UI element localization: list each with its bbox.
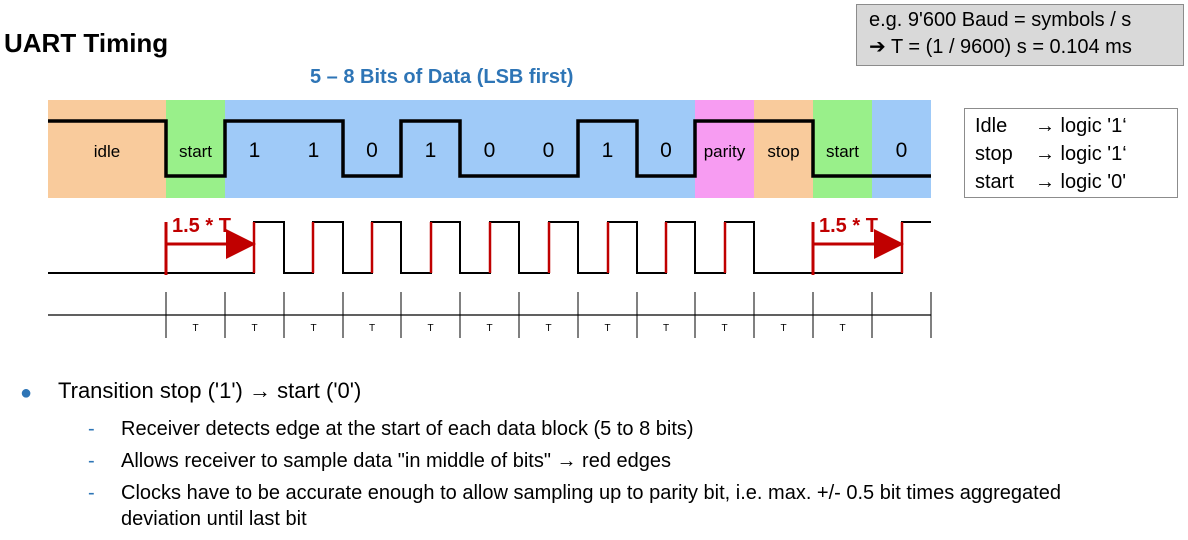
dash-icon: - bbox=[88, 482, 95, 504]
legend-row-idle: Idle → logic '1‘ bbox=[975, 112, 1177, 140]
segment-label-3: 1 bbox=[308, 139, 320, 162]
period-label-7: T bbox=[604, 323, 610, 334]
period-label-1: T bbox=[251, 323, 257, 334]
segment-label-2: 1 bbox=[249, 139, 261, 162]
legend-value: → logic '1‘ bbox=[1035, 115, 1127, 137]
segment-label-13: 0 bbox=[896, 139, 908, 162]
period-label-2: T bbox=[310, 323, 316, 334]
dash-icon: - bbox=[88, 450, 95, 472]
segment-4 bbox=[343, 100, 401, 198]
logic-level-legend: Idle → logic '1‘ stop → logic '1‘ start … bbox=[964, 108, 1178, 198]
segment-8 bbox=[578, 100, 637, 198]
segment-label-0: idle bbox=[94, 142, 120, 161]
dash-icon: - bbox=[88, 418, 95, 440]
segment-7 bbox=[519, 100, 578, 198]
period-label-5: T bbox=[486, 323, 492, 334]
legend-row-stop: stop → logic '1‘ bbox=[975, 140, 1177, 168]
segment-label-1: start bbox=[179, 142, 212, 161]
sample-offset-arrows: 1.5 * T 1.5 * T bbox=[164, 215, 904, 275]
segment-0 bbox=[48, 100, 166, 198]
segment-1 bbox=[166, 100, 225, 198]
sub-bullet-text: Clocks have to be accurate enough to all… bbox=[121, 482, 1061, 530]
segment-label-6: 0 bbox=[484, 139, 496, 162]
data-bits-heading: 5 – 8 Bits of Data (LSB first) bbox=[310, 66, 574, 88]
segment-label-10: parity bbox=[704, 142, 746, 161]
offset-label-1: 1.5 * T bbox=[819, 215, 878, 237]
legend-term: stop bbox=[975, 143, 1013, 165]
period-label-10: T bbox=[780, 323, 786, 334]
segment-label-8: 1 bbox=[602, 139, 614, 162]
offset-label-0: 1.5 * T bbox=[172, 215, 231, 237]
period-label-4: T bbox=[427, 323, 433, 334]
segment-label-12: start bbox=[826, 142, 859, 161]
segment-label-9: 0 bbox=[660, 139, 672, 162]
baud-info-line-2: ➔ T = (1 / 9600) s = 0.104 ms bbox=[869, 36, 1132, 58]
segment-5 bbox=[401, 100, 460, 198]
segment-label-4: 0 bbox=[366, 139, 378, 162]
baud-info-box: e.g. 9'600 Baud = symbols / s ➔ T = (1 /… bbox=[856, 4, 1184, 66]
period-label-3: T bbox=[369, 323, 375, 334]
period-label-6: T bbox=[545, 323, 551, 334]
period-label-8: T bbox=[663, 323, 669, 334]
segment-11 bbox=[754, 100, 813, 198]
segment-3 bbox=[284, 100, 343, 198]
bullet-text: Transition stop ('1') → start ('0') bbox=[58, 378, 362, 403]
legend-row-start: start → logic '0' bbox=[975, 168, 1177, 196]
tx-signal-line bbox=[48, 119, 931, 178]
page-title: UART Timing bbox=[4, 28, 169, 58]
baud-info-line-1: e.g. 9'600 Baud = symbols / s bbox=[869, 9, 1132, 31]
legend-term: Idle bbox=[975, 115, 1008, 137]
sub-bullet-text: Allows receiver to sample data "in middl… bbox=[121, 450, 672, 472]
legend-term: start bbox=[975, 171, 1014, 193]
segment-9 bbox=[637, 100, 695, 198]
segment-label-7: 0 bbox=[543, 139, 555, 162]
period-label-9: T bbox=[721, 323, 727, 334]
bullet-dot-icon: ● bbox=[20, 382, 33, 404]
signal-waveform bbox=[48, 119, 931, 178]
legend-value: → logic '0' bbox=[1035, 171, 1127, 193]
segment-6 bbox=[460, 100, 519, 198]
period-label-0: T bbox=[192, 323, 198, 334]
segment-13 bbox=[872, 100, 931, 198]
sample-clock-line bbox=[48, 221, 931, 274]
legend-value: → logic '1‘ bbox=[1035, 143, 1127, 165]
sub-bullet-text: Receiver detects edge at the start of ea… bbox=[121, 418, 694, 440]
frame-segments: idle start 1 1 0 1 0 0 1 0 parity stop start 0 bbox=[48, 100, 931, 198]
segment-2 bbox=[225, 100, 284, 198]
segment-12 bbox=[813, 100, 872, 198]
period-label-11: T bbox=[839, 323, 845, 334]
segment-10 bbox=[695, 100, 754, 198]
segment-label-5: 1 bbox=[425, 139, 437, 162]
segment-label-11: stop bbox=[767, 142, 799, 161]
